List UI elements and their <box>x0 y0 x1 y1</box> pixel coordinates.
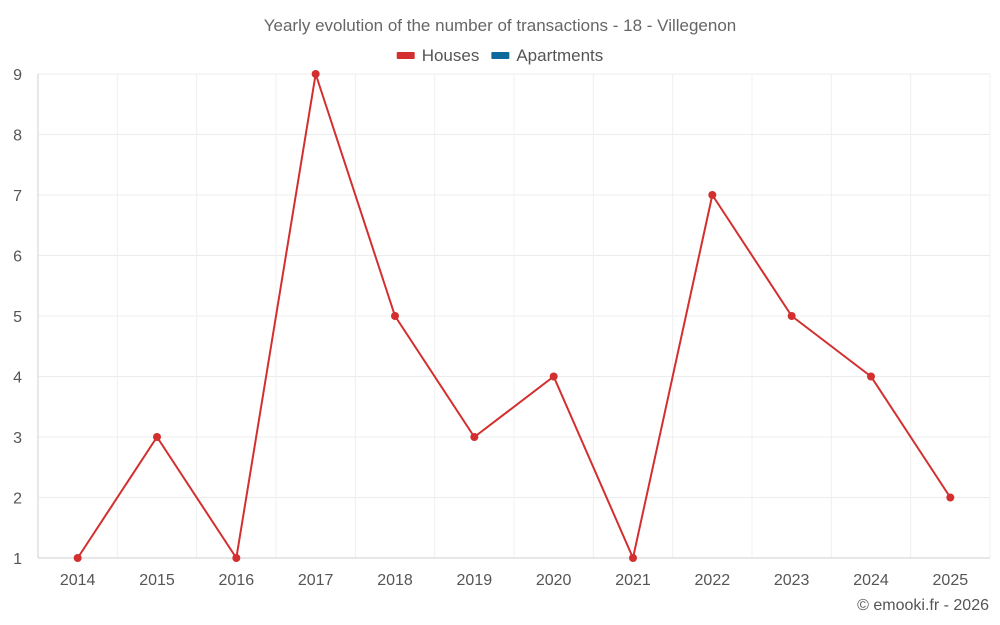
x-tick-label: 2018 <box>377 572 413 589</box>
y-tick-label: 7 <box>13 188 22 205</box>
data-point[interactable] <box>549 372 558 381</box>
y-tick-label: 1 <box>13 551 22 568</box>
series-layer <box>73 70 955 562</box>
x-tick-label: 2024 <box>853 572 889 589</box>
y-tick-label: 6 <box>13 249 22 266</box>
data-point[interactable] <box>470 433 479 441</box>
x-tick-label: 2016 <box>219 572 255 589</box>
data-point[interactable] <box>629 554 637 562</box>
legend: Houses Apartments <box>396 46 603 65</box>
legend-swatch-apartments[interactable] <box>491 52 510 59</box>
data-point[interactable] <box>153 433 161 441</box>
x-tick-label: 2019 <box>457 572 493 589</box>
y-tick-label: 2 <box>13 491 22 508</box>
data-point[interactable] <box>391 312 399 320</box>
x-tick-label: 2015 <box>139 572 175 589</box>
x-tick-label: 2023 <box>774 572 810 589</box>
x-tick-label: 2017 <box>298 572 334 589</box>
legend-swatch-houses[interactable] <box>396 52 415 59</box>
y-tick-label: 3 <box>13 430 22 447</box>
data-point[interactable] <box>708 191 717 199</box>
y-tick-labels: 1 2 3 4 5 6 7 8 9 <box>13 67 22 568</box>
chart-title: Yearly evolution of the number of transa… <box>264 16 737 35</box>
x-tick-label: 2020 <box>536 572 572 589</box>
legend-label-apartments: Apartments <box>516 46 603 65</box>
x-tick-label: 2021 <box>615 572 651 589</box>
axes <box>37 74 990 559</box>
x-tick-label: 2025 <box>933 572 969 589</box>
y-tick-label: 9 <box>13 67 22 84</box>
data-point[interactable] <box>946 493 955 502</box>
data-point[interactable] <box>73 554 82 562</box>
x-tick-labels: 2014 2015 2016 2017 2018 2019 2020 2021 2022 2023… <box>60 572 968 589</box>
grid <box>37 73 991 559</box>
data-point[interactable] <box>232 554 241 562</box>
data-point[interactable] <box>787 312 796 320</box>
series-line-houses <box>76 73 952 559</box>
x-tick-label: 2014 <box>60 572 96 589</box>
credit-text: © emooki.fr - 2026 <box>857 597 989 614</box>
y-tick-label: 8 <box>13 128 22 145</box>
y-tick-label: 4 <box>13 370 22 387</box>
y-tick-label: 5 <box>13 309 22 326</box>
legend-label-houses: Houses <box>422 46 480 65</box>
data-point[interactable] <box>311 70 320 78</box>
x-tick-label: 2022 <box>695 572 731 589</box>
data-point[interactable] <box>867 372 875 381</box>
